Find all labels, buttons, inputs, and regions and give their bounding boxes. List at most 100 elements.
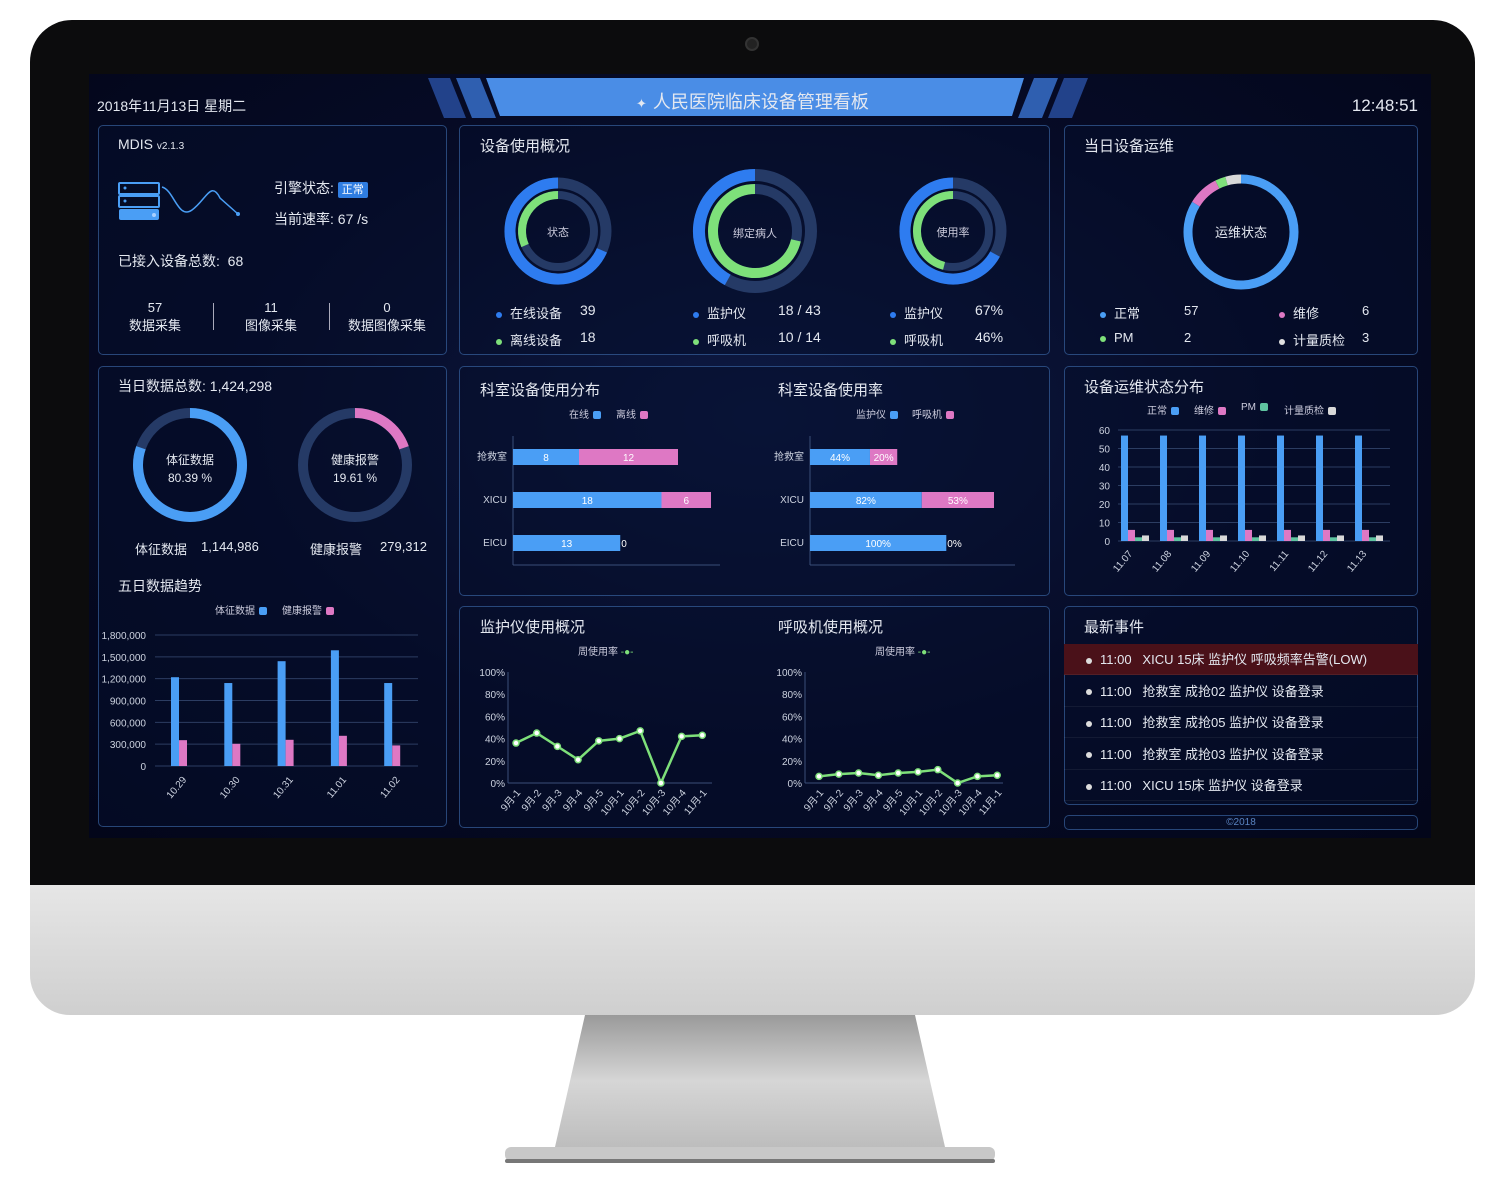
- ops-item-normal: 正常: [1100, 303, 1140, 322]
- ops-item-label: PM: [1114, 330, 1134, 345]
- vital-donut-center: 体征数据 80.39 %: [150, 451, 230, 487]
- monitor-stand: [505, 1015, 995, 1163]
- stat-value: 57: [147, 300, 163, 315]
- donut-center-label: 状态: [547, 227, 569, 239]
- usage-legend-value: 39: [580, 302, 596, 318]
- usage-legend-value: 10 / 14: [778, 329, 821, 345]
- legend-label: 计量质检: [1284, 406, 1324, 417]
- vital-label: 体征数据: [135, 542, 188, 557]
- usage-legend-label: 呼吸机: [707, 333, 747, 348]
- current-rate-value: 67 /s: [337, 211, 369, 227]
- ops-item-value: 2: [1184, 330, 1192, 345]
- event-item[interactable]: 11:00 抢救室 成抢03 监护仪 设备登录: [1064, 739, 1418, 770]
- alarm-donut-center: 健康报警 19.61 %: [315, 451, 395, 487]
- legend-dot: [693, 338, 699, 345]
- legend-pm: PM: [1241, 402, 1268, 413]
- usage-legend-row: 在线设备: [496, 303, 562, 322]
- vital-center-label: 体征数据: [165, 453, 214, 467]
- system-version: v2.1.3: [156, 141, 185, 152]
- divider: [329, 303, 330, 330]
- bullet-icon: [1086, 689, 1092, 696]
- stat-data: 57 数据采集: [115, 300, 195, 334]
- legend-swatch: [640, 411, 648, 420]
- legend-label: 监护仪: [856, 410, 886, 421]
- legend-dot: [693, 311, 699, 318]
- line-marker-icon: -●-: [917, 647, 931, 658]
- donut-center-label: 使用率: [936, 227, 970, 239]
- event-text: 抢救室 成抢02 监护仪 设备登录: [1142, 683, 1324, 699]
- legend-label: 健康报警: [282, 606, 322, 617]
- legend-online: 在线: [569, 406, 601, 421]
- current-rate: 当前速率: 67 /s: [274, 209, 368, 229]
- legend-swatch: [890, 411, 898, 420]
- panel-dept: [459, 366, 1050, 596]
- vital-center-pct: 80.39 %: [167, 471, 213, 485]
- ops-item-value: 6: [1362, 303, 1370, 318]
- legend-dot: [496, 338, 502, 345]
- event-item[interactable]: 11:00 抢救室 成抢05 监护仪 设备登录: [1064, 707, 1418, 738]
- legend-vital: 体征数据: [215, 602, 267, 617]
- legend-label: PM: [1241, 402, 1256, 413]
- ops-dist-title: 设备运维状态分布: [1084, 379, 1205, 396]
- usage-title: 设备使用概况: [480, 138, 571, 155]
- engine-status-badge: 正常: [337, 182, 368, 198]
- bullet-icon: [1086, 657, 1092, 664]
- stat-image: 11 图像采集: [231, 300, 311, 334]
- device-total: 已接入设备总数: 68: [118, 251, 243, 271]
- legend-swatch: [946, 411, 954, 420]
- event-text: XICU 15床 监护仪 呼吸频率告警(LOW): [1142, 652, 1368, 667]
- event-item[interactable]: 11:00 XICU 15床 监护仪 呼吸频率告警(LOW): [1064, 644, 1418, 675]
- engine-status: 引擎状态: 正常: [274, 178, 368, 198]
- panel-usage-trend: [459, 606, 1050, 828]
- event-item[interactable]: 11:00 抢救室 成抢02 监护仪 设备登录: [1064, 676, 1418, 707]
- legend-label: 呼吸机: [912, 410, 942, 421]
- title-banner: [428, 78, 1088, 118]
- legend-label: 维修: [1194, 406, 1214, 417]
- device-total-value: 68: [227, 253, 244, 269]
- event-time: 11:00: [1100, 746, 1132, 762]
- legend-weekly-rate: 周使用率 -●-: [875, 643, 930, 658]
- legend-label: 周使用率: [875, 647, 915, 658]
- ops-item-pm: PM: [1100, 330, 1134, 345]
- usage-legend-value: 67%: [975, 302, 1004, 318]
- alarm-center-pct: 19.61 %: [332, 471, 378, 485]
- legend-dot: [496, 311, 502, 318]
- stat-label: 数据采集: [128, 318, 181, 333]
- donut-center-label: 绑定病人: [733, 228, 777, 240]
- ops-item-value: 3: [1362, 330, 1370, 345]
- legend-normal: 正常: [1147, 402, 1179, 417]
- legend-dot: [890, 338, 896, 345]
- legend-label: 在线: [569, 410, 589, 421]
- usage-legend-label: 监护仪: [707, 306, 747, 321]
- ops-item-value: 57: [1184, 303, 1199, 318]
- five-day-title: 五日数据趋势: [118, 578, 202, 594]
- event-text: XICU 15床 监护仪 设备登录: [1142, 778, 1303, 793]
- dept-rate-title: 科室设备使用率: [778, 382, 884, 399]
- current-rate-label: 当前速率:: [274, 211, 334, 227]
- alarm-label: 健康报警: [310, 542, 363, 557]
- ops-donut-center: 运维状态: [1214, 225, 1267, 240]
- legend-swatch: [1260, 403, 1268, 412]
- stat-label: 数据图像采集: [347, 318, 426, 333]
- device-total-label: 已接入设备总数:: [118, 253, 220, 269]
- legend-dot: [1100, 311, 1106, 318]
- usage-legend-row: 监护仪: [890, 303, 943, 322]
- header-title-text: 人民医院临床设备管理看板: [652, 92, 869, 112]
- legend-ventilator: 呼吸机: [912, 406, 954, 421]
- legend-dot: [890, 311, 896, 318]
- dept-dist-title: 科室设备使用分布: [480, 382, 601, 399]
- usage-legend-row: 呼吸机: [890, 330, 943, 349]
- camera-icon: [745, 37, 759, 51]
- engine-status-label: 引擎状态:: [274, 180, 334, 196]
- stat-value: 11: [264, 300, 278, 315]
- ops-item-repair: 维修: [1279, 303, 1319, 322]
- usage-legend-label: 呼吸机: [904, 333, 944, 348]
- diamond-cluster-icon: ✦: [636, 96, 647, 111]
- divider: [213, 303, 214, 330]
- legend-label: 离线: [616, 410, 636, 421]
- bullet-icon: [1086, 783, 1092, 790]
- usage-legend-value: 46%: [975, 329, 1004, 345]
- legend-dot: [1279, 311, 1285, 318]
- event-item[interactable]: 11:00 XICU 15床 监护仪 设备登录: [1064, 770, 1418, 801]
- legend-swatch: [326, 607, 334, 616]
